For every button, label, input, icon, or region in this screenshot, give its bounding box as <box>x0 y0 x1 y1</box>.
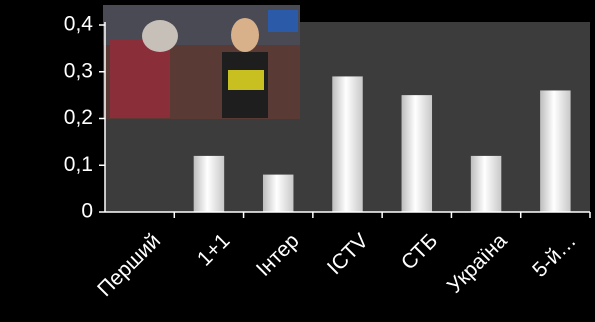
bar <box>262 174 294 212</box>
bar <box>470 155 502 212</box>
inset-photo <box>103 5 300 119</box>
y-tick-label: 0 <box>81 200 93 223</box>
y-tick-label: 0,3 <box>64 59 93 82</box>
bar <box>540 90 571 212</box>
y-tick-label: 0,2 <box>64 106 93 129</box>
y-tick-label: 0,4 <box>64 13 94 36</box>
y-tick-label: 0,1 <box>64 153 93 176</box>
bar <box>401 95 433 212</box>
bar <box>193 155 225 212</box>
bar <box>332 76 363 212</box>
